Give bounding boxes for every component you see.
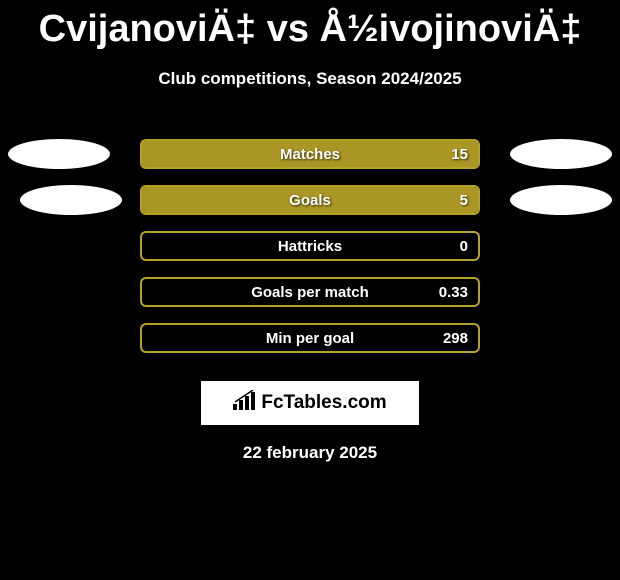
stat-value: 298 [443, 330, 468, 347]
comparison-title: CvijanoviÄ‡ vs Å½ivojinoviÄ‡ [0, 0, 620, 51]
stat-label: Goals [289, 192, 331, 209]
logo-box: FcTables.com [201, 381, 419, 425]
date-text: 22 february 2025 [0, 443, 620, 463]
stat-value: 0.33 [439, 284, 468, 301]
ellipse-left [8, 139, 110, 169]
stat-box: Hattricks 0 [140, 231, 480, 261]
stat-label: Goals per match [251, 284, 369, 301]
stat-label: Hattricks [278, 238, 342, 255]
stat-row: Goals 5 [0, 177, 620, 223]
stat-value: 15 [451, 146, 468, 163]
ellipse-right [510, 185, 612, 215]
stat-label: Matches [280, 146, 340, 163]
stat-row: Matches 15 [0, 131, 620, 177]
ellipse-left [20, 185, 122, 215]
stat-box: Goals 5 [140, 185, 480, 215]
logo-text: FcTables.com [233, 390, 386, 416]
stat-value: 5 [460, 192, 468, 209]
subtitle: Club competitions, Season 2024/2025 [0, 69, 620, 89]
stat-value: 0 [460, 238, 468, 255]
stats-container: Matches 15 Goals 5 Hattricks 0 Goals per… [0, 131, 620, 361]
stat-box: Goals per match 0.33 [140, 277, 480, 307]
stat-row: Min per goal 298 [0, 315, 620, 361]
logo-label: FcTables.com [261, 392, 386, 414]
stat-box: Matches 15 [140, 139, 480, 169]
stat-row: Hattricks 0 [0, 223, 620, 269]
stat-label: Min per goal [266, 330, 354, 347]
ellipse-right [510, 139, 612, 169]
stat-row: Goals per match 0.33 [0, 269, 620, 315]
stat-box: Min per goal 298 [140, 323, 480, 353]
chart-icon [233, 390, 257, 416]
